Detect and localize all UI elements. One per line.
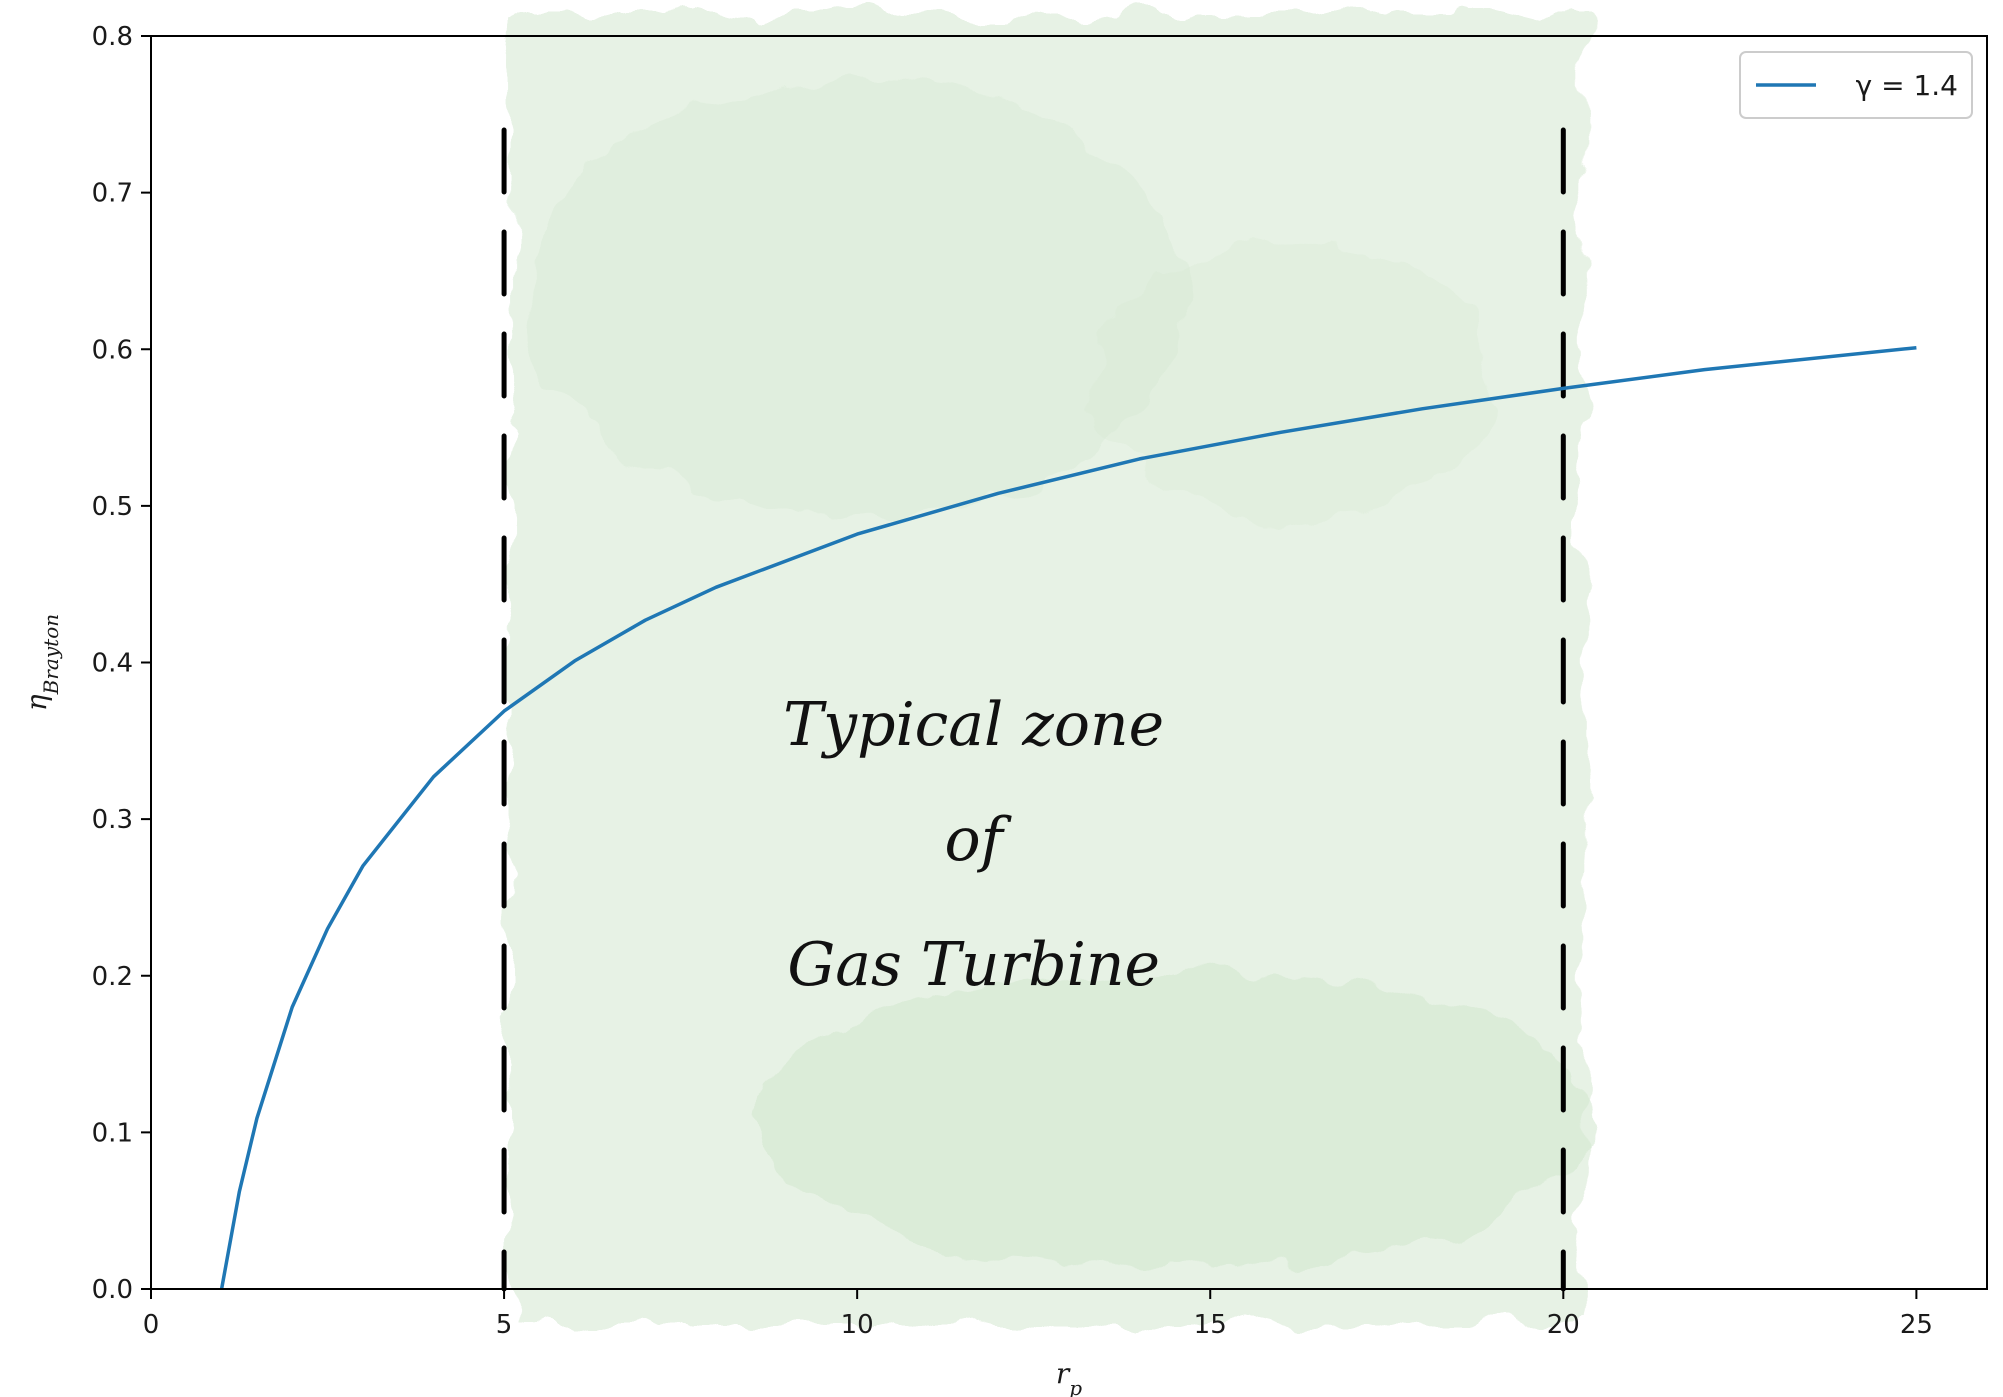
y-tick-label: 0.7 xyxy=(92,179,133,209)
y-tick-label: 0.2 xyxy=(92,962,133,992)
shaded-zone-blot xyxy=(1093,240,1494,520)
y-tick-label: 0.1 xyxy=(92,1118,133,1148)
x-tick-label: 10 xyxy=(841,1310,874,1340)
annotation: Typical zone of Gas Turbine xyxy=(783,690,1164,1000)
axes: 0 5 10 15 20 250.00.10.20.30.40.50.60.70.8rpη… xyxy=(20,22,1988,1397)
y-tick-label: 0.5 xyxy=(92,492,133,522)
shaded-zone-blot xyxy=(753,970,1594,1270)
shaded-zone-layer xyxy=(510,14,1594,1324)
series-layer xyxy=(219,345,1917,1289)
annotation-line: Typical zone xyxy=(783,690,1164,760)
x-tick-label: 0 xyxy=(143,1310,160,1340)
reference-lines xyxy=(501,127,1566,1292)
shaded-zone xyxy=(510,14,1594,1324)
annotation-line: of xyxy=(945,805,1013,875)
legend-label: γ = 1.4 xyxy=(1856,69,1958,102)
x-tick-label: 15 xyxy=(1194,1310,1227,1340)
x-tick-label: 20 xyxy=(1547,1310,1580,1340)
annotation-line: Gas Turbine xyxy=(787,930,1160,1000)
legend-box xyxy=(1739,51,1973,119)
y-tick-label: 0.6 xyxy=(92,335,133,365)
series-line-0 xyxy=(219,345,1917,1289)
x-tick-label: 5 xyxy=(496,1310,513,1340)
y-tick-label: 0.3 xyxy=(92,805,133,835)
y-tick-label: 0.4 xyxy=(92,649,133,679)
legend: γ = 1.4 xyxy=(1739,51,1973,119)
shaded-zone-blot xyxy=(523,80,1184,520)
y-tick-label: 0.8 xyxy=(92,22,133,52)
x-tick-label: 25 xyxy=(1900,1310,1933,1340)
y-tick-label: 0.0 xyxy=(92,1275,133,1305)
